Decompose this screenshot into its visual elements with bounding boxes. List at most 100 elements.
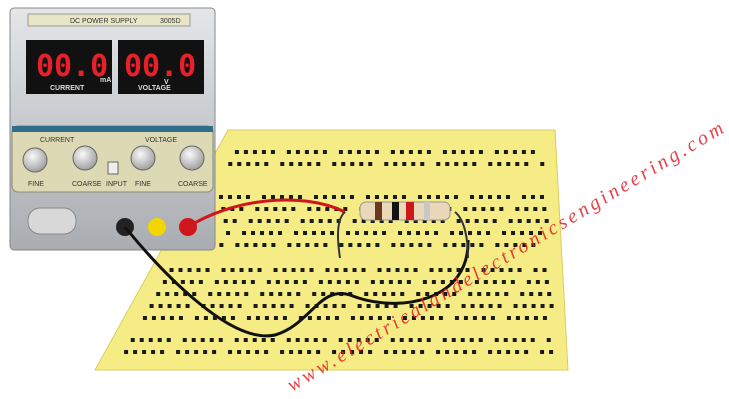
- power-supply: DC POWER SUPPLY 3005D 00.0 00.0 mA V CUR…: [10, 8, 215, 250]
- hole: [276, 280, 280, 284]
- hole: [312, 292, 316, 296]
- hole: [262, 243, 266, 247]
- hole: [463, 350, 467, 354]
- hole: [391, 150, 395, 154]
- hole: [312, 231, 316, 235]
- hole: [439, 316, 443, 320]
- hole: [339, 243, 343, 247]
- hole: [321, 231, 325, 235]
- hole: [436, 350, 440, 354]
- hole: [384, 162, 388, 166]
- hole: [298, 350, 302, 354]
- hole: [387, 268, 391, 272]
- hole: [398, 280, 402, 284]
- hole: [384, 195, 388, 199]
- hole: [497, 195, 501, 199]
- hole: [407, 280, 411, 284]
- hole: [378, 268, 382, 272]
- hole: [455, 316, 459, 320]
- hole: [484, 280, 488, 284]
- hole: [430, 316, 434, 320]
- hole: [470, 195, 474, 199]
- hole: [278, 231, 282, 235]
- hole: [301, 219, 305, 223]
- hole: [285, 280, 289, 284]
- hole: [550, 304, 554, 308]
- hole: [192, 338, 196, 342]
- hole: [445, 195, 449, 199]
- hole: [177, 304, 181, 308]
- yellow-terminal[interactable]: [148, 218, 166, 236]
- hole: [364, 292, 368, 296]
- hole: [540, 162, 544, 166]
- hole: [219, 338, 223, 342]
- hole: [380, 280, 384, 284]
- knob-label: INPUT: [106, 181, 128, 188]
- hole: [124, 350, 128, 354]
- hole: [319, 219, 323, 223]
- hole: [348, 243, 352, 247]
- hole: [235, 150, 239, 154]
- hole: [149, 338, 153, 342]
- knob[interactable]: [73, 146, 97, 170]
- hole: [454, 162, 458, 166]
- hole: [264, 162, 268, 166]
- hole: [260, 292, 264, 296]
- hole: [418, 150, 422, 154]
- hole: [287, 338, 291, 342]
- hole: [228, 162, 232, 166]
- hole: [305, 338, 309, 342]
- hole: [224, 219, 228, 223]
- hole: [495, 243, 499, 247]
- hole: [222, 268, 226, 272]
- hole: [296, 292, 300, 296]
- hole: [495, 292, 499, 296]
- hole: [373, 231, 377, 235]
- hole: [400, 243, 404, 247]
- hole: [479, 243, 483, 247]
- hole: [464, 316, 468, 320]
- hole: [271, 150, 275, 154]
- hole: [271, 338, 275, 342]
- hole: [479, 195, 483, 199]
- hole: [367, 304, 371, 308]
- hole: [420, 162, 424, 166]
- hole: [316, 207, 320, 211]
- hole: [358, 304, 362, 308]
- hole: [280, 162, 284, 166]
- hole: [391, 292, 395, 296]
- hole: [186, 304, 190, 308]
- hole: [253, 338, 257, 342]
- hole: [219, 195, 223, 199]
- hole: [481, 207, 485, 211]
- hole: [468, 231, 472, 235]
- hole: [325, 207, 329, 211]
- hole: [506, 162, 510, 166]
- hole: [480, 304, 484, 308]
- hole: [296, 338, 300, 342]
- hole: [514, 304, 518, 308]
- hole: [409, 243, 413, 247]
- hole: [427, 150, 431, 154]
- hole: [249, 268, 253, 272]
- knob[interactable]: [23, 148, 47, 172]
- hole: [398, 231, 402, 235]
- knob[interactable]: [131, 146, 155, 170]
- hole: [285, 219, 289, 223]
- hole: [246, 350, 250, 354]
- hole: [353, 268, 357, 272]
- hole: [393, 195, 397, 199]
- knob[interactable]: [180, 146, 204, 170]
- hole: [536, 280, 540, 284]
- hole: [346, 280, 350, 284]
- hole: [208, 292, 212, 296]
- power-button[interactable]: [28, 208, 76, 234]
- hole: [443, 150, 447, 154]
- hole: [497, 350, 501, 354]
- hole: [545, 280, 549, 284]
- hole: [316, 162, 320, 166]
- hole: [282, 207, 286, 211]
- brand-label: DC POWER SUPPLY: [70, 18, 138, 25]
- resistor: [360, 202, 450, 220]
- input-switch[interactable]: [108, 162, 118, 174]
